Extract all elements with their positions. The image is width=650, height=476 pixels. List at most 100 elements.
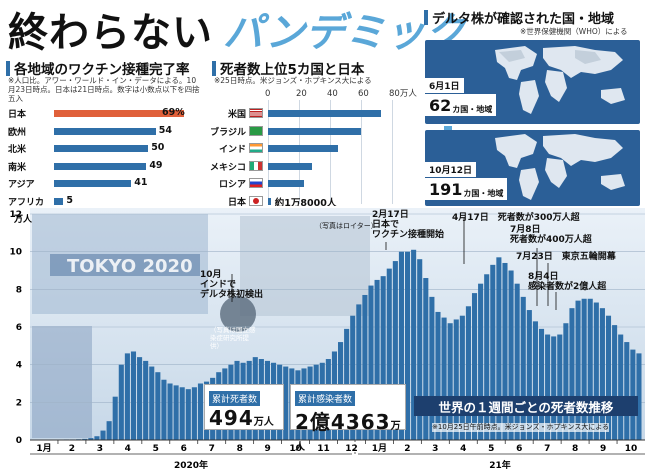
y-tick-label-12: 12 (9, 210, 22, 220)
week-bar-74 (484, 274, 490, 440)
x-axis-labels: 1月 2 3 4 5 6 7 8 9 10 11 12 1月 2 3 4 5 6 7 8 9 10 (36, 440, 637, 454)
deaths-axis-tick-4: 80万人 (389, 89, 417, 99)
deaths-gridline-3 (361, 100, 362, 204)
week-bar-95 (612, 325, 618, 440)
deaths-label-0: 米国 (227, 110, 246, 120)
week-bar-87 (563, 323, 569, 440)
vaccine-bar-1 (54, 127, 156, 135)
week-bar-77 (502, 262, 508, 440)
deaths-gridline-4 (392, 100, 393, 204)
deaths-gridline-2 (330, 100, 331, 204)
total-cases-box: 累計感染者数 2億4363万人 (290, 384, 406, 453)
vaccine-label-5: アフリカ (8, 197, 45, 208)
deaths-bar-1 (268, 127, 361, 135)
week-bar-98 (630, 349, 636, 440)
deaths-axis-tick-2: 40 (327, 89, 338, 99)
x-month-label-16: 5 (488, 444, 494, 454)
week-bar-65 (429, 296, 435, 440)
week-bar-96 (618, 334, 624, 440)
heading-marker (6, 60, 10, 76)
week-bar-83 (538, 328, 545, 440)
map2-date: 10月12日 (425, 162, 477, 177)
week-bar-53 (356, 304, 362, 440)
week-bar-81 (526, 310, 532, 440)
flag-br-icon (249, 125, 263, 136)
week-bar-79 (514, 283, 520, 440)
week-bar-85 (551, 336, 557, 440)
week-bar-75 (490, 264, 496, 440)
week-bar-82 (532, 321, 538, 440)
flag-us-icon (249, 108, 263, 118)
week-bar-22 (167, 383, 173, 440)
week-bar-90 (581, 298, 587, 440)
map1-date: 6月1日 (425, 78, 464, 93)
vaccine-value-4: 41 (134, 177, 148, 188)
week-bar-67 (441, 317, 447, 440)
year-label-2021: 21年 (489, 459, 511, 471)
photo-credit: （写真はロイター） (315, 221, 378, 230)
week-bar-55 (368, 285, 374, 440)
week-bar-27 (197, 383, 204, 440)
week-bar-60 (398, 251, 404, 440)
deaths-axis-tick-1: 20 (296, 89, 307, 99)
week-bar-58 (386, 268, 392, 440)
week-bar-86 (557, 334, 563, 440)
x-month-label-2: 3 (97, 444, 103, 454)
deaths-gridline-1 (299, 100, 300, 204)
week-bar-69 (453, 319, 459, 440)
week-bar-71 (465, 306, 471, 440)
x-month-label-10: 11 (317, 444, 330, 454)
deaths-label-4: ロシア (218, 180, 246, 190)
week-bar-26 (191, 387, 197, 440)
vaccine-bar-3 (54, 162, 147, 170)
deaths-label-2: インド (218, 145, 246, 155)
vaccine-bar-0 (54, 110, 184, 117)
year-label-2020: 2020年 (174, 459, 208, 471)
vaccine-value-1: 54 (158, 124, 172, 136)
map1-unit: カ国・地域 (452, 105, 493, 114)
deaths-title-text: 死者数上位5カ国と日本 (220, 62, 365, 78)
delta-section-title: デルタ株が確認された国・地域 (424, 8, 614, 27)
week-bar-15 (124, 353, 130, 440)
delta-title-text: デルタ株が確認された国・地域 (432, 12, 615, 27)
vaccine-label-0: 日本 (8, 110, 27, 120)
total-deaths-unit: 万人 (253, 417, 274, 428)
map1-count-label: 62 カ国・地域 (425, 94, 497, 116)
deaths-axis-tick-3: 60 (358, 89, 369, 99)
vaccine-note: ※人口比。アワー・ワールド・イン・データによる。10月23日時点。日本は21日時… (8, 76, 200, 103)
x-month-label-18: 7 (544, 444, 550, 454)
week-bar-64 (423, 278, 429, 440)
reuters-photo (240, 216, 370, 316)
week-bar-97 (624, 342, 630, 440)
vaccine-label-3: 南米 (8, 162, 27, 173)
main-chart-title: 世界の１週間ごとの死者数推移 (414, 396, 638, 416)
deaths-bar-3 (268, 162, 313, 170)
y-tick-label-10: 10 (9, 248, 22, 258)
map2-count-label: 191 カ国・地域 (425, 178, 508, 200)
week-bar-17 (137, 357, 143, 440)
week-bar-41 (283, 366, 289, 440)
x-month-label-4: 5 (153, 444, 159, 454)
week-bar-94 (605, 315, 612, 440)
heading-marker (424, 10, 428, 25)
deaths-bar-4 (268, 180, 304, 187)
y-tick-label-0: 0 (16, 436, 22, 446)
y-tick-label-2: 2 (16, 398, 22, 408)
x-month-label-5: 6 (181, 444, 187, 454)
week-bar-23 (173, 385, 179, 440)
annotation-deaths400: 7月8日 死者数が400万人超 (510, 225, 592, 245)
vaccine-bar-5 (54, 197, 64, 205)
week-bar-91 (587, 298, 593, 440)
deaths-bar-2 (268, 145, 338, 152)
x-month-label-8: 9 (264, 444, 270, 454)
vaccine-photo (32, 326, 92, 438)
week-bar-73 (478, 283, 484, 440)
week-bar-12 (106, 421, 112, 440)
deaths-note: ※25日時点。米ジョンズ・ホプキンス大による (214, 76, 372, 85)
week-bar-11 (100, 430, 106, 440)
x-month-label-11: 12 (345, 444, 358, 454)
olympic-text: TOKYO 2020 (67, 256, 193, 277)
x-month-label-13: 2 (404, 444, 410, 454)
deaths-label-1: ブラジル (210, 127, 246, 138)
map1-count: 62 (429, 96, 452, 115)
